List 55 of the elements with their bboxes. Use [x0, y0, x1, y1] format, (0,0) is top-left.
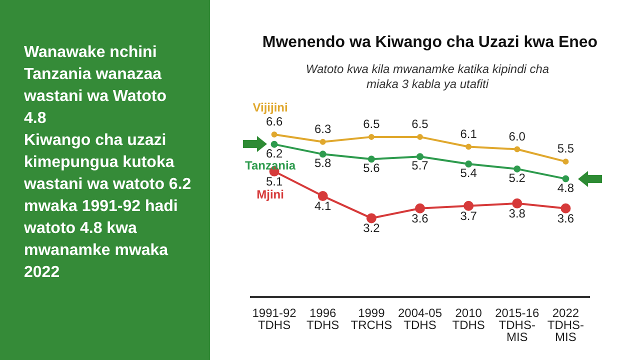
- chart-subtitle: Watoto kwa kila mwanamke katika kipindi cha miaka 3 kabla ya utafiti: [304, 62, 550, 92]
- point: [415, 203, 425, 214]
- data-label: 3.6: [412, 211, 429, 226]
- point: [465, 160, 472, 168]
- data-label: 3.6: [557, 211, 574, 226]
- text: Wanawake nchini Tanzania wanazaa wastani wa Watoto 4.8: [24, 43, 168, 129]
- point: [514, 165, 521, 172]
- x-tick-label: 1999 TRCHS: [350, 306, 392, 332]
- data-label: 3.7: [460, 208, 478, 223]
- point: [270, 140, 278, 148]
- data-label: 4.1: [314, 199, 332, 214]
- point: [464, 200, 474, 211]
- data-label: 4.8: [557, 180, 574, 195]
- x-tick-label: 1991-92 TDHS: [252, 306, 297, 332]
- point: [366, 213, 376, 224]
- point: [416, 153, 424, 160]
- data-label: 6.2: [266, 146, 283, 160]
- point: [318, 191, 328, 202]
- data-label: 5.6: [363, 161, 380, 176]
- data-label: 6.5: [363, 116, 380, 131]
- point: [368, 134, 374, 140]
- point: [466, 144, 472, 150]
- data-label: 5.4: [460, 166, 478, 180]
- point: [368, 156, 375, 163]
- data-label: 6.6: [266, 114, 283, 128]
- data-label: 5.2: [508, 170, 526, 185]
- x-tick-label: 2010 TDHS: [452, 306, 485, 332]
- x-tick-label: 2015-16 TDHS- MIS: [495, 306, 540, 344]
- data-label: 5.8: [314, 156, 332, 170]
- data-label: 5.5: [557, 142, 574, 156]
- x-tick-label: 2004-05 TDHS: [398, 306, 442, 332]
- point: [417, 134, 423, 140]
- x-tick-label: 2022 TDHS- MIS: [547, 306, 584, 344]
- data-label: 6.1: [460, 126, 478, 141]
- data-label: 5.7: [412, 158, 429, 173]
- data-label: 6.0: [508, 129, 526, 144]
- chart-title: Mwenendo wa Kiwango cha Uzazi kwa Eneo: [261, 34, 599, 52]
- text: Kiwango cha uzazi kimepungua kutoka wastani wa watoto 6.2 mwaka 1991-92 hadi watoto 4.8 kwa mwanamke mwaka 2022: [24, 131, 192, 283]
- data-label: 6.5: [412, 116, 429, 131]
- point: [560, 203, 571, 214]
- point: [562, 158, 569, 165]
- point: [562, 175, 570, 182]
- series-label: Mjini: [256, 187, 284, 202]
- point: [319, 150, 326, 158]
- point: [271, 131, 278, 138]
- data-label: 3.8: [508, 206, 526, 220]
- data-label: 5.1: [266, 174, 283, 188]
- series-label: Tanzania: [245, 158, 296, 172]
- x-tick-label: 1996 TDHS: [306, 306, 340, 332]
- point: [320, 138, 326, 145]
- data-label: 3.2: [363, 221, 380, 236]
- series-label: Vijijini: [252, 100, 288, 114]
- data-label: 6.3: [314, 122, 332, 136]
- point: [514, 146, 520, 152]
- point: [512, 198, 522, 208]
